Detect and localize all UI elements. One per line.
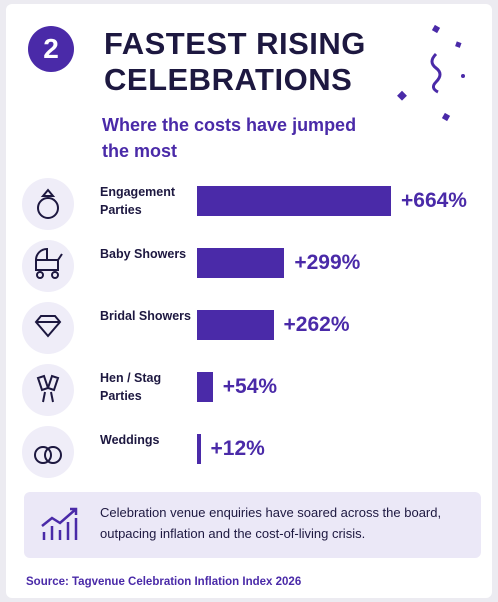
value-label: +664% xyxy=(401,189,467,212)
note: Celebration venue enquiries have soared … xyxy=(100,505,442,541)
note-box: Celebration venue enquiries have soared … xyxy=(24,492,481,558)
badge: 2 xyxy=(28,26,74,72)
growth-icon xyxy=(41,507,78,540)
bar xyxy=(197,186,391,216)
confetti xyxy=(397,24,465,122)
value-label: +54% xyxy=(222,375,278,398)
value-label: +12% xyxy=(210,437,265,460)
chart-subtitle: Where the costs have jumped the most xyxy=(102,115,357,161)
card: 2 FASTEST RISING CELEBRATIONS Where the … xyxy=(6,4,492,598)
bar xyxy=(197,248,285,278)
chart-title: FASTEST RISING CELEBRATIONS xyxy=(104,26,366,97)
bar xyxy=(197,434,201,464)
category-label: Weddings xyxy=(100,433,160,447)
value-label: +262% xyxy=(283,313,350,336)
value-label: +299% xyxy=(294,251,361,274)
category-label: Hen / Stag Parties xyxy=(100,371,162,403)
icons xyxy=(22,178,74,478)
bar xyxy=(197,372,213,402)
category-label: Bridal Showers xyxy=(100,309,191,323)
category-label: Baby Showers xyxy=(100,247,187,261)
category-label: Engagement Parties xyxy=(100,185,176,217)
source: Source: Tagvenue Celebration Inflation I… xyxy=(26,576,302,588)
bar xyxy=(197,310,274,340)
